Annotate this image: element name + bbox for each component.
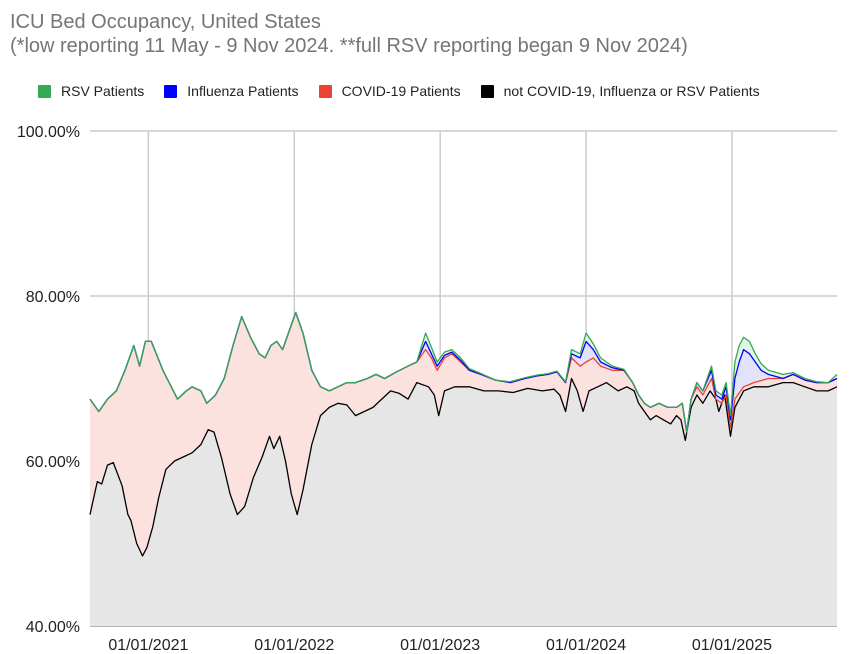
area-other — [90, 378, 837, 626]
legend-item-other[interactable]: not COVID-19, Influenza or RSV Patients — [480, 83, 760, 99]
x-tick-label-1: 01/01/2022 — [254, 637, 334, 654]
y-tick-label-0: 40.00% — [26, 619, 80, 636]
chart-title: ICU Bed Occupancy, United States — [10, 11, 321, 33]
x-tick-label-0: 01/01/2021 — [108, 637, 188, 654]
legend-item-influenza[interactable]: Influenza Patients — [164, 83, 299, 99]
y-tick-label-1: 60.00% — [26, 454, 80, 471]
x-tick-label-2: 01/01/2023 — [400, 637, 480, 654]
legend-label-influenza: Influenza Patients — [187, 83, 299, 99]
legend-swatch-rsv — [38, 84, 51, 98]
chart-title-block: ICU Bed Occupancy, United States (*low r… — [10, 10, 688, 58]
chart-legend: RSV Patients Influenza Patients COVID-19… — [38, 82, 780, 100]
y-tick-label-3: 100.00% — [17, 124, 80, 141]
y-tick-label-2: 80.00% — [26, 289, 80, 306]
legend-swatch-covid — [318, 84, 332, 98]
legend-swatch-influenza — [164, 84, 178, 98]
legend-label-other: not COVID-19, Influenza or RSV Patients — [503, 83, 760, 99]
legend-swatch-other — [480, 84, 494, 98]
legend-label-covid: COVID-19 Patients — [341, 83, 461, 99]
series-line-other — [89, 377, 838, 557]
series-lines — [89, 311, 838, 557]
series-line-rsv — [89, 311, 838, 433]
chart-subtitle: (*low reporting 11 May - 9 Nov 2024. **f… — [10, 35, 688, 57]
series-areas — [90, 312, 837, 626]
y-axis-ticks: 40.00% 60.00% 80.00% 100.00% — [17, 124, 80, 636]
x-tick-label-4: 01/01/2025 — [692, 637, 772, 654]
legend-label-rsv: RSV Patients — [61, 83, 145, 99]
legend-item-covid[interactable]: COVID-19 Patients — [318, 83, 461, 99]
x-axis-ticks: 01/01/2021 01/01/2022 01/01/2023 01/01/2024… — [108, 637, 772, 654]
legend-item-rsv[interactable]: RSV Patients — [38, 83, 144, 99]
x-tick-label-3: 01/01/2024 — [546, 637, 626, 654]
